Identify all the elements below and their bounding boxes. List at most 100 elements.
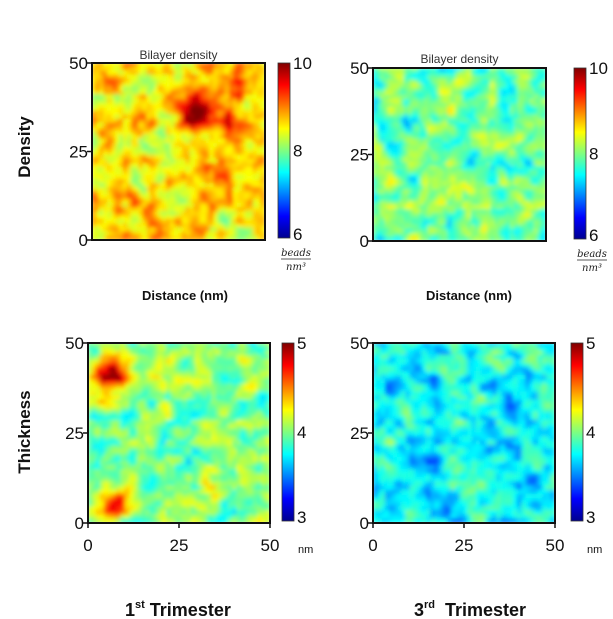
heatmap-cell <box>541 142 546 148</box>
heatmap-cell <box>170 94 176 100</box>
heatmap-cell <box>107 70 113 76</box>
heatmap-cell <box>443 149 449 156</box>
heatmap-cell <box>244 98 250 104</box>
heatmap-cell <box>158 199 164 205</box>
heatmap-cell <box>454 232 461 238</box>
heatmap-cell <box>211 383 217 389</box>
heatmap-cell <box>462 149 468 156</box>
heatmap-cell <box>157 383 164 389</box>
heatmap-cell <box>462 142 468 148</box>
heatmap-cell <box>541 169 546 175</box>
heatmap-cell <box>403 205 409 211</box>
heatmap-cell <box>170 346 176 352</box>
heatmap-cell <box>158 74 164 80</box>
heatmap-cell <box>118 191 125 197</box>
heatmap-cell <box>236 223 243 229</box>
heatmap-cell <box>423 185 429 191</box>
heatmap-cell <box>197 94 203 100</box>
heatmap-cell <box>248 211 254 217</box>
heatmap-cell <box>482 216 488 222</box>
heatmap-cell <box>221 110 227 116</box>
heatmap-cell <box>103 183 109 189</box>
heatmap-cell <box>490 169 496 175</box>
heatmap-cell <box>154 98 160 104</box>
heatmap-cell <box>384 149 390 156</box>
heatmap-cell <box>120 387 126 393</box>
heatmap-cell <box>207 358 213 365</box>
heatmap-cell <box>181 150 187 157</box>
heatmap-cell <box>252 191 258 197</box>
heatmap-cell <box>447 181 453 187</box>
heatmap-cell <box>103 138 109 145</box>
heatmap-cell <box>229 130 235 137</box>
heatmap-cell <box>92 158 97 165</box>
heatmap-cell <box>137 411 143 418</box>
heatmap-cell <box>502 118 508 124</box>
heatmap-cell <box>454 79 461 85</box>
heatmap-cell <box>190 395 197 401</box>
heatmap-cell <box>537 236 543 241</box>
heatmap-cell <box>217 102 223 108</box>
heatmap-cell <box>229 138 235 145</box>
heatmap-cell <box>95 142 101 149</box>
heatmap-cell <box>458 114 465 120</box>
heatmap-cell <box>265 436 270 442</box>
heatmap-cell <box>158 187 164 193</box>
heatmap-cell <box>197 118 203 124</box>
heatmap-cell <box>533 106 539 112</box>
heatmap-cell <box>185 106 191 112</box>
heatmap-cell <box>203 379 209 385</box>
heatmap-cell <box>415 87 421 93</box>
heatmap-cell <box>122 179 128 185</box>
heatmap-cell <box>201 138 207 145</box>
heatmap-cell <box>138 166 144 173</box>
heatmap-cell <box>256 227 262 233</box>
heatmap-cell <box>439 212 445 219</box>
heatmap-cell <box>232 191 239 197</box>
heatmap-cell <box>185 126 191 132</box>
heatmap-cell <box>252 66 258 72</box>
heatmap-cell <box>261 411 267 418</box>
heatmap-cell <box>154 162 160 169</box>
heatmap-cell <box>130 98 136 104</box>
heatmap-cell <box>478 79 484 85</box>
heatmap-cell <box>201 215 207 221</box>
heatmap-cell <box>95 211 101 217</box>
heatmap-cell <box>88 346 93 352</box>
heatmap-cell <box>395 75 402 81</box>
heatmap-cell <box>95 114 101 120</box>
heatmap-cell <box>201 231 207 237</box>
heatmap-cell <box>388 149 394 156</box>
heatmap-cell <box>205 179 211 185</box>
heatmap-cell <box>95 223 101 229</box>
heatmap-cell <box>236 195 243 201</box>
heatmap-cell <box>170 175 176 181</box>
heatmap-cell <box>162 154 168 161</box>
heatmap-cell <box>225 106 231 112</box>
heatmap-cell <box>458 122 465 128</box>
heatmap-cell <box>462 134 468 140</box>
heatmap-cell <box>138 63 144 68</box>
heatmap-cell <box>482 165 488 171</box>
heatmap-cell <box>209 74 215 80</box>
heatmap-cell <box>490 224 496 230</box>
heatmap-cell <box>454 110 461 116</box>
heatmap-cell <box>392 185 398 191</box>
heatmap-cell <box>190 362 197 369</box>
heatmap-cell <box>112 350 118 356</box>
heatmap-cell <box>454 83 461 89</box>
heatmap-cell <box>153 362 159 369</box>
heatmap-cell <box>217 118 223 124</box>
heatmap-cell <box>205 171 211 177</box>
heatmap-cell <box>517 193 524 199</box>
heatmap-cell <box>265 407 270 414</box>
heatmap-cell <box>162 203 168 209</box>
heatmap-cell <box>384 177 390 183</box>
heatmap-cell <box>232 158 239 165</box>
heatmap-cell <box>244 350 250 356</box>
heatmap-cell <box>189 207 195 213</box>
heatmap-cell <box>219 436 226 442</box>
heatmap-cell <box>92 223 97 229</box>
heatmap-cell <box>197 150 203 157</box>
heatmap-cell <box>388 224 394 230</box>
